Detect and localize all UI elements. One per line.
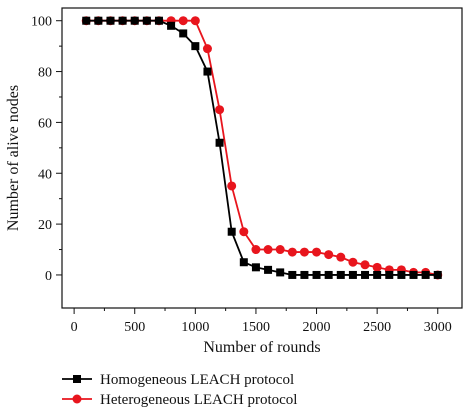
data-point	[361, 270, 370, 279]
data-point	[324, 270, 333, 279]
data-point	[130, 16, 139, 25]
x-tick-label: 2500	[363, 320, 391, 335]
data-point	[106, 16, 115, 25]
y-tick-label: 100	[31, 15, 52, 30]
data-point	[202, 44, 212, 54]
data-point	[227, 227, 236, 236]
data-point	[251, 245, 261, 255]
data-point	[118, 16, 127, 25]
data-point	[373, 270, 382, 279]
x-axis-title: Number of rounds	[203, 339, 320, 356]
x-tick-label: 1000	[181, 320, 209, 335]
y-axis-title: Number of alive nodes	[5, 85, 22, 231]
y-tick-label: 40	[38, 167, 52, 182]
data-point	[203, 67, 212, 76]
data-point	[179, 29, 188, 38]
legend-marker	[73, 375, 81, 383]
data-point	[348, 270, 357, 279]
data-point	[190, 16, 200, 26]
data-point	[239, 258, 248, 267]
data-point	[324, 250, 334, 260]
data-point	[94, 16, 103, 25]
data-point	[409, 270, 418, 279]
series-line	[86, 19, 438, 276]
legend-item: Heterogeneous LEACH protocol	[62, 392, 297, 408]
data-point	[360, 260, 370, 270]
legend-label: Heterogeneous LEACH protocol	[100, 392, 297, 408]
data-point	[312, 270, 321, 279]
y-tick-label: 80	[38, 66, 52, 81]
x-tick-label: 0	[71, 320, 78, 335]
data-point	[263, 245, 273, 255]
data-point	[239, 227, 249, 237]
data-point	[288, 270, 297, 279]
data-point	[142, 16, 151, 25]
legend-item: Homogeneous LEACH protocol	[62, 372, 294, 388]
data-point	[348, 257, 358, 267]
series-heterogeneous	[81, 16, 443, 280]
data-point	[336, 252, 346, 262]
plot-area: 0 500 1000 1500 2000 2500 3000 0 20 40 60 80 100 Numb…	[5, 7, 463, 356]
data-point	[154, 16, 163, 25]
series-homogeneous	[82, 16, 442, 279]
data-point	[312, 247, 322, 257]
data-point	[251, 263, 260, 272]
data-point	[227, 181, 237, 191]
data-point	[215, 105, 225, 115]
data-point	[299, 247, 309, 257]
data-point	[264, 265, 273, 274]
plot-frame	[61, 7, 463, 309]
y-tick-label: 60	[38, 116, 52, 131]
x-tick-label: 1500	[242, 320, 270, 335]
data-point	[385, 270, 394, 279]
data-point	[82, 16, 91, 25]
y-tick-label: 20	[38, 218, 52, 233]
legend-marker	[72, 394, 82, 404]
x-tick-label: 500	[124, 320, 145, 335]
data-point	[421, 270, 430, 279]
legend: Homogeneous LEACH protocol Heterogeneous …	[62, 372, 297, 408]
data-point	[167, 21, 176, 30]
data-point	[300, 270, 309, 279]
data-point	[397, 270, 406, 279]
series-line	[86, 19, 438, 276]
data-point	[287, 247, 297, 257]
y-tick-label: 0	[45, 269, 52, 284]
legend-label: Homogeneous LEACH protocol	[100, 372, 294, 388]
data-point	[215, 138, 224, 147]
x-tick-label: 3000	[424, 320, 452, 335]
x-tick-label: 2000	[303, 320, 331, 335]
data-point	[433, 270, 442, 279]
data-point	[275, 245, 285, 255]
data-point	[191, 42, 200, 51]
data-point	[178, 16, 188, 26]
data-point	[372, 262, 382, 272]
data-point	[336, 270, 345, 279]
data-point	[276, 268, 285, 277]
